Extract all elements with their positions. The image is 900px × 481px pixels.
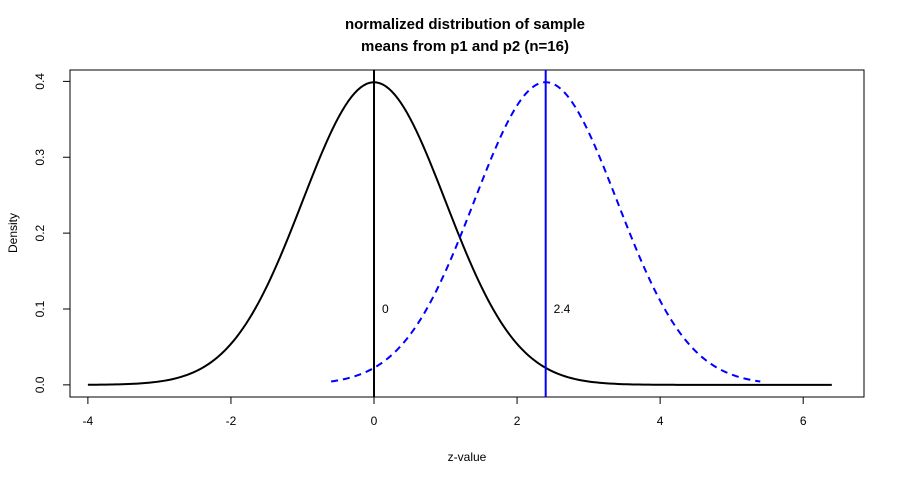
x-tick-label: 2 [514,414,521,428]
chart-title-line-2: means from p1 and p2 (n=16) [361,38,569,55]
y-tick-label: 0.1 [33,300,47,317]
y-tick-label: 0.3 [33,149,47,166]
series-layer [87,81,832,386]
x-axis: -4 -2 0 2 4 6 [83,396,807,428]
density-curve-solid [87,81,832,386]
x-tick-label: -2 [226,414,237,428]
y-tick-label: 0.4 [33,73,47,90]
x-tick-label: 6 [800,414,807,428]
x-axis-label: z-value [448,450,487,464]
vertical-line-label: 0 [382,302,389,316]
x-tick-label: 4 [657,414,664,428]
y-axis: 0.0 0.1 0.2 0.3 0.4 [33,73,71,393]
chart-title-line-1: normalized distribution of sample [345,16,585,33]
y-tick-label: 0.0 [33,376,47,393]
x-tick-label: -4 [83,414,94,428]
vertical-line-label: 2.4 [554,302,571,316]
plot-frame [69,69,865,398]
y-axis-label: Density [6,213,20,253]
y-tick-label: 0.2 [33,224,47,241]
x-tick-label: 0 [371,414,378,428]
vline-layer: 0 2.4 [373,70,571,397]
